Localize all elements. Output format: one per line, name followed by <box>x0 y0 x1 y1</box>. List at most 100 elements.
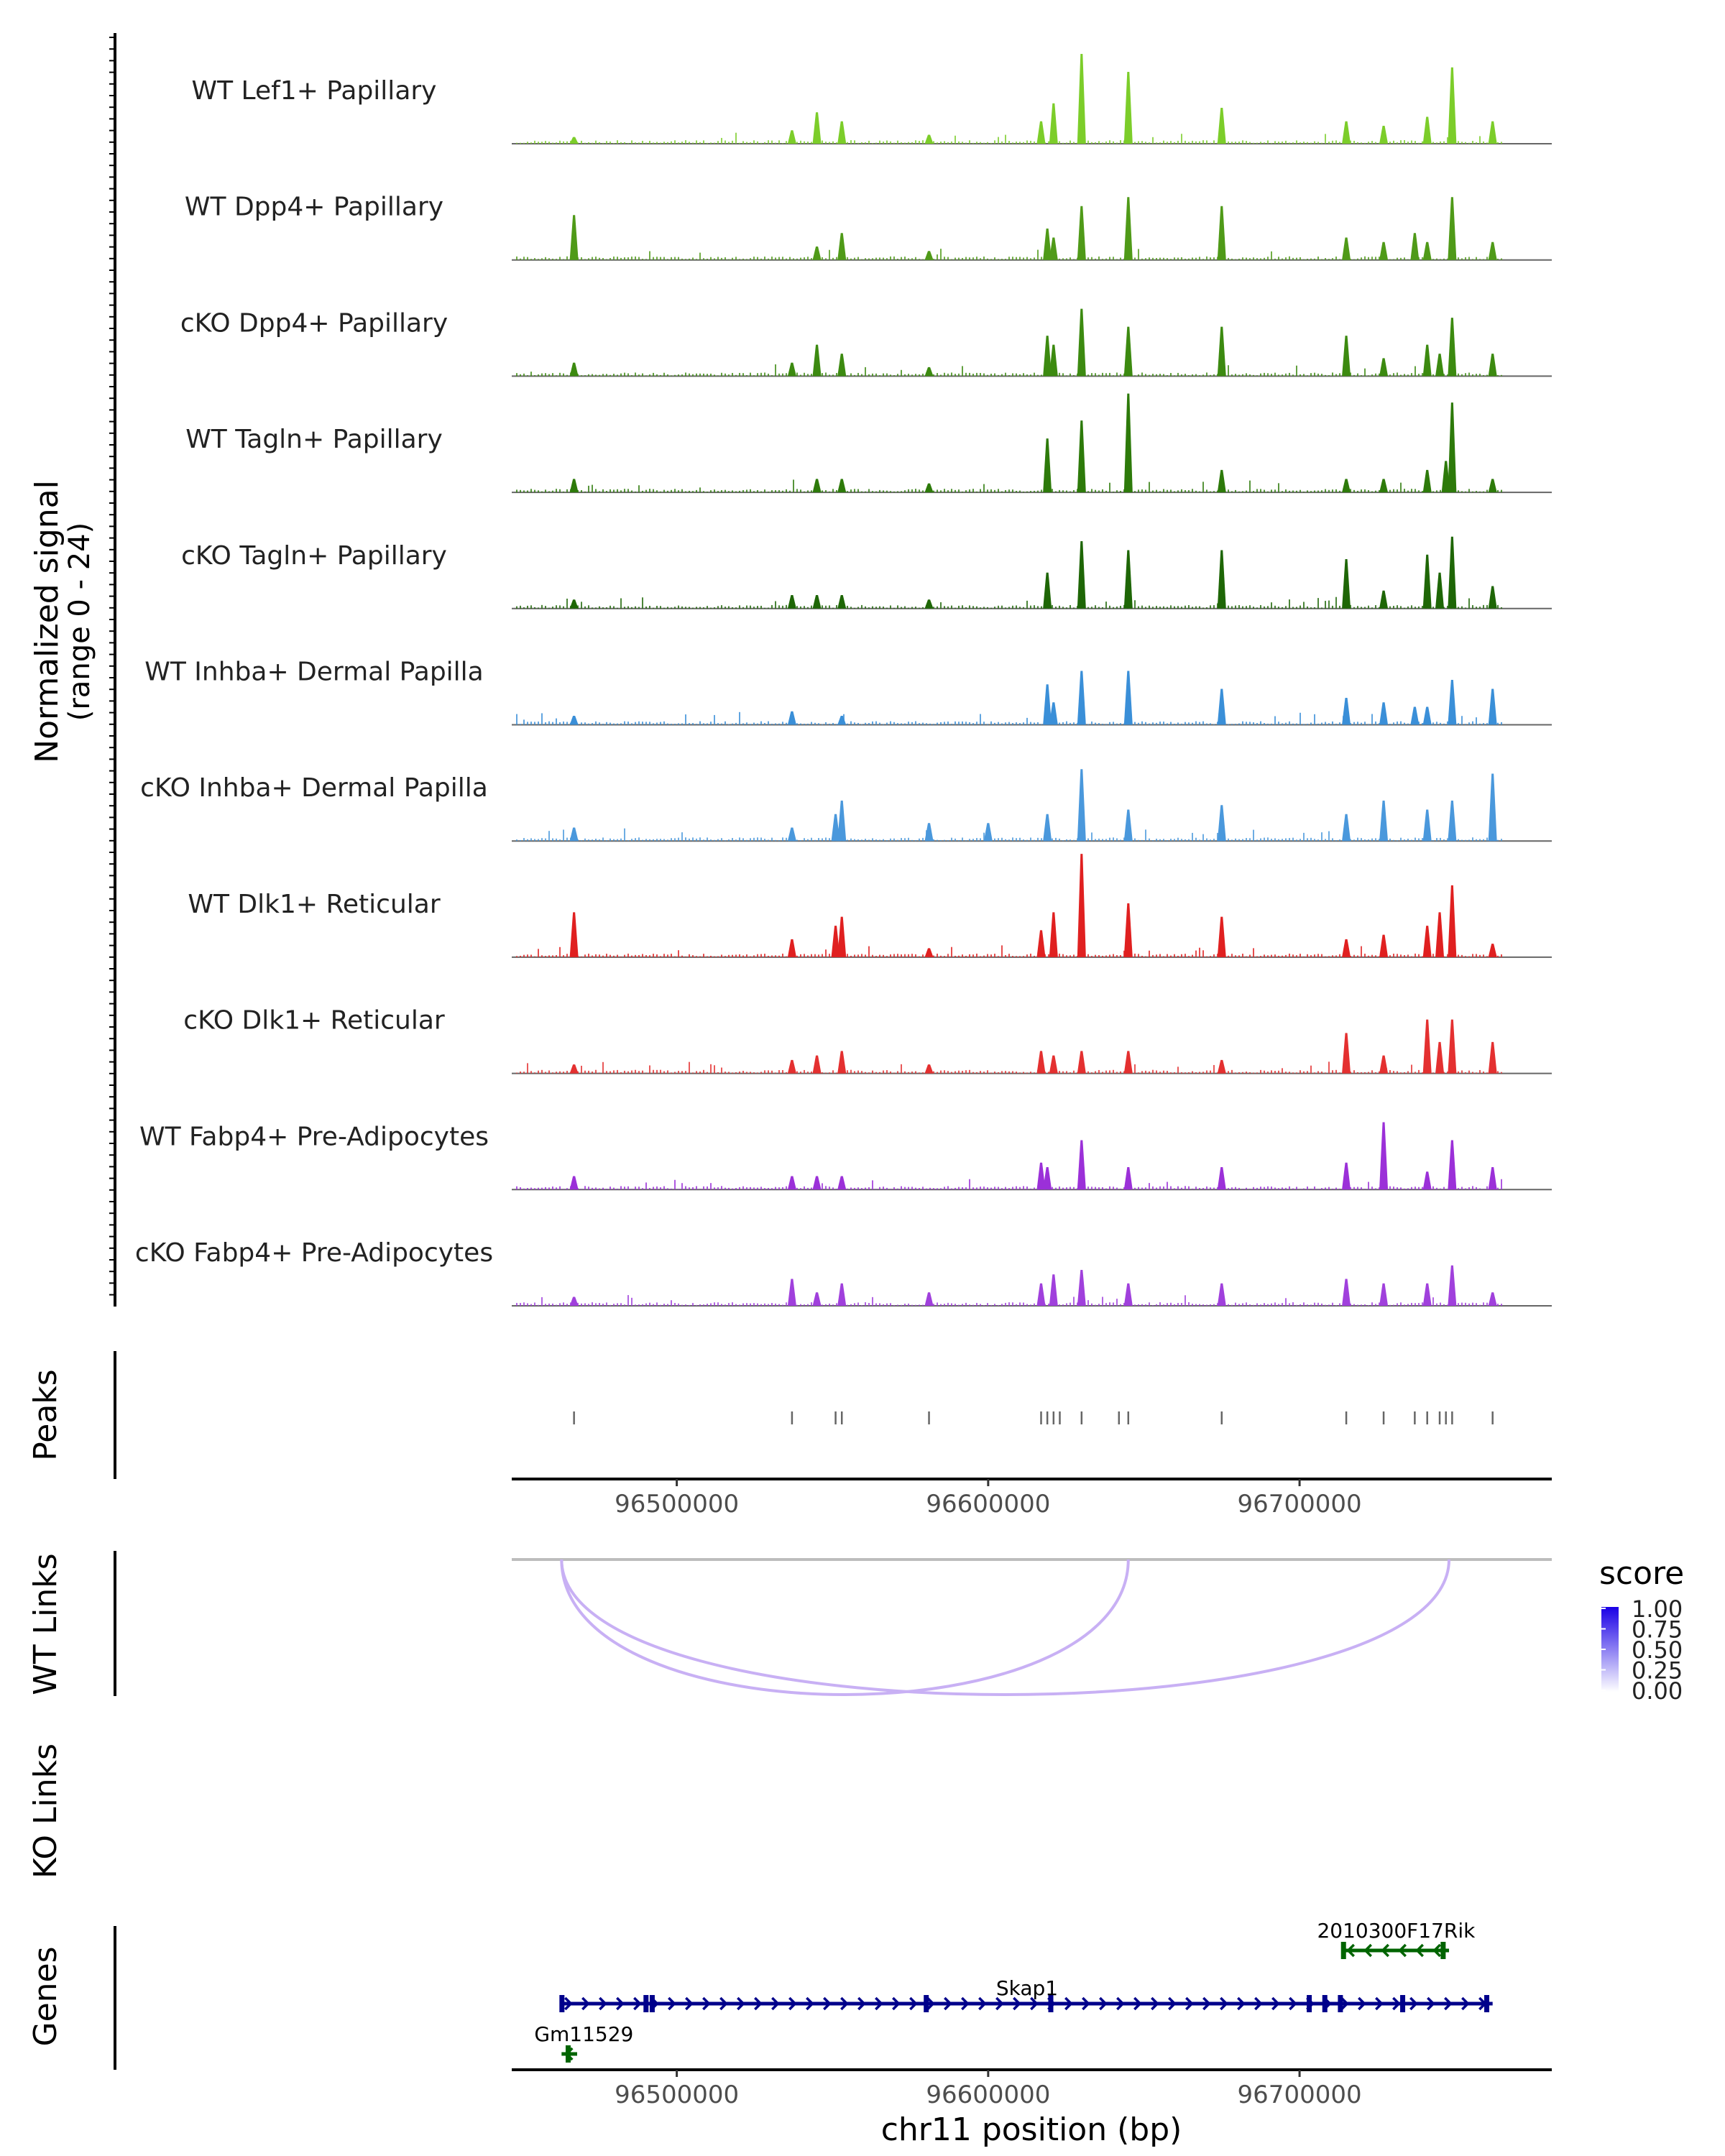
coverage-noise <box>1184 140 1186 144</box>
coverage-noise <box>893 1072 895 1074</box>
coverage-noise <box>577 1302 579 1306</box>
coverage-noise <box>602 142 604 144</box>
coverage-noise <box>1113 141 1114 144</box>
coverage-noise <box>1361 1187 1362 1190</box>
strand-arrow <box>1064 1996 1073 2011</box>
coverage-noise <box>1012 257 1013 260</box>
coverage-noise <box>1055 491 1057 493</box>
coverage-noise <box>1422 141 1423 144</box>
coverage-noise <box>1181 1072 1182 1074</box>
coverage-noise <box>588 1070 589 1074</box>
coverage-noise <box>901 369 902 377</box>
coverage-noise <box>1066 1071 1067 1074</box>
coverage-noise <box>800 257 801 260</box>
coverage-noise <box>696 956 697 957</box>
coverage-noise <box>1055 607 1057 609</box>
coverage-peak <box>1217 1283 1226 1306</box>
coverage-noise <box>1005 839 1006 842</box>
coverage-noise <box>696 373 697 377</box>
coverage-noise <box>1062 954 1064 957</box>
coverage-noise <box>836 489 837 493</box>
coverage-noise <box>1483 954 1484 957</box>
coverage-noise <box>724 1187 726 1190</box>
coverage-noise <box>1447 1072 1448 1074</box>
coverage-noise <box>1163 1304 1164 1306</box>
coverage-noise <box>1292 142 1294 144</box>
coverage-noise <box>1339 954 1340 957</box>
coverage-noise <box>1371 491 1373 493</box>
coverage-noise <box>699 252 701 260</box>
coverage-noise <box>1019 837 1021 842</box>
coverage-peak <box>837 233 847 260</box>
coverage-noise <box>836 1072 837 1074</box>
coverage-noise <box>1123 950 1125 957</box>
coverage-noise <box>1109 1186 1110 1190</box>
coverage-noise <box>1073 142 1075 144</box>
coverage-noise <box>1483 141 1484 144</box>
coverage-noise <box>1073 722 1075 725</box>
coverage-noise <box>1497 1071 1499 1074</box>
coverage-noise <box>1134 491 1136 493</box>
coverage-noise <box>850 607 852 609</box>
genes-x-axis-ticks: 96500000 96600000 96700000 <box>615 2070 1362 2109</box>
coverage-noise <box>1134 722 1136 725</box>
coverage-noise <box>972 954 974 957</box>
coverage-noise <box>1001 374 1003 377</box>
coverage-noise <box>645 489 647 493</box>
coverage-noise <box>868 946 870 957</box>
coverage-noise <box>1328 1304 1330 1306</box>
coverage-noise <box>1461 954 1463 957</box>
coverage-noise <box>1393 140 1394 144</box>
coverage-noise <box>750 838 751 842</box>
coverage-noise <box>804 1186 805 1190</box>
coverage-noise <box>1073 607 1075 609</box>
coverage-noise <box>1059 141 1060 144</box>
coverage-noise <box>911 722 913 725</box>
coverage-noise <box>1023 607 1024 609</box>
coverage-noise <box>1371 954 1373 957</box>
coverage-noise <box>592 374 593 377</box>
coverage-peak <box>1077 54 1086 144</box>
coverage-peak <box>569 827 579 842</box>
coverage-noise <box>1325 374 1326 377</box>
coverage-noise <box>775 1072 776 1074</box>
coverage-noise <box>1177 372 1179 377</box>
coverage-noise <box>710 1064 712 1074</box>
coverage-noise <box>1188 375 1190 377</box>
coverage-noise <box>1184 258 1186 260</box>
coverage-noise <box>728 142 730 144</box>
coverage-noise <box>886 490 888 493</box>
coverage-noise <box>721 137 722 144</box>
exon <box>924 1995 929 2012</box>
coverage-noise <box>933 839 934 842</box>
coverage-noise <box>1317 598 1319 609</box>
coverage-noise <box>1170 141 1172 144</box>
coverage-noise <box>1260 956 1261 957</box>
coverage-noise <box>1091 257 1092 260</box>
coverage-noise <box>592 607 593 609</box>
coverage-noise <box>994 722 995 725</box>
coverage-noise <box>1397 721 1398 725</box>
coverage-noise <box>742 258 744 260</box>
strand-arrow <box>1099 1996 1108 2011</box>
coverage-noise <box>1059 953 1060 957</box>
coverage-noise <box>1005 134 1006 144</box>
coverage-noise <box>944 141 945 144</box>
coverage-noise <box>919 141 920 144</box>
coverage-noise <box>1016 1072 1017 1074</box>
coverage-noise <box>1026 839 1028 842</box>
coverage-noise <box>1098 954 1100 957</box>
coverage-noise <box>1195 721 1197 725</box>
coverage-noise <box>1199 257 1200 260</box>
coverage-noise <box>919 607 920 609</box>
coverage-noise <box>1310 837 1312 842</box>
coverage-noise <box>606 491 607 493</box>
coverage-noise <box>724 1304 726 1306</box>
coverage-panel: Normalized signal (range 0 - 24) WT Lef1… <box>29 33 1552 1307</box>
coverage-noise <box>922 722 924 725</box>
coverage-noise <box>998 1304 999 1306</box>
coverage-noise <box>1368 142 1369 144</box>
coverage-noise <box>1274 141 1276 144</box>
coverage-peak <box>1036 1051 1046 1074</box>
coverage-noise <box>854 140 855 144</box>
